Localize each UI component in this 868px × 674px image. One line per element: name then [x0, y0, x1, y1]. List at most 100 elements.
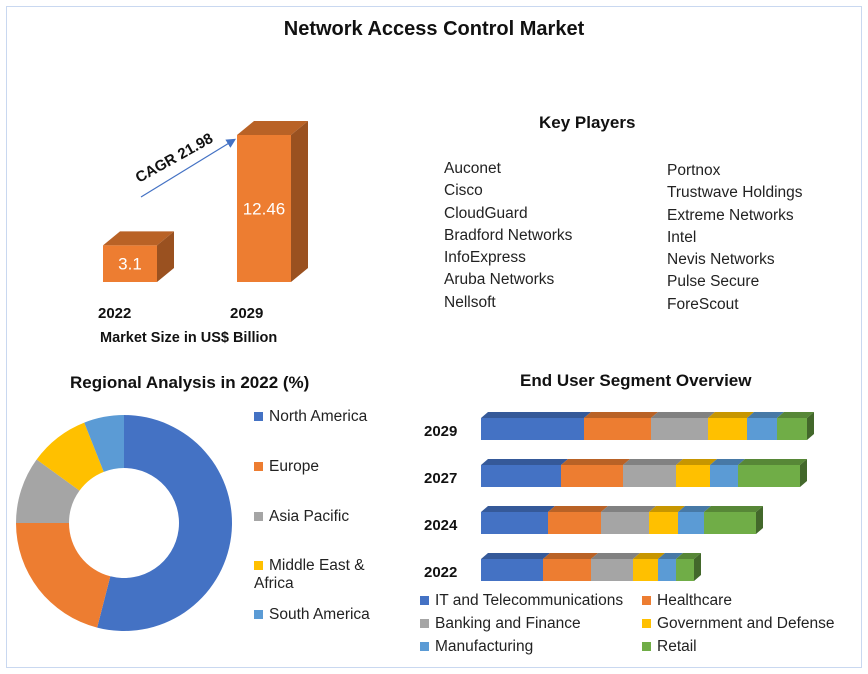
- segment-top: [708, 412, 754, 418]
- key-player-item: Nellsoft: [444, 293, 496, 311]
- legend-item: Middle East & Africa: [254, 557, 365, 593]
- segment-side: [694, 553, 701, 581]
- key-player-item: Nevis Networks: [667, 251, 775, 269]
- legend-swatch: [254, 512, 263, 521]
- segment-top: [678, 506, 711, 512]
- page-title: Network Access Control Market: [283, 18, 585, 40]
- legend-item: IT and Telecommunications: [420, 592, 623, 610]
- bar-category-2029: 2029: [230, 305, 264, 322]
- legend-swatch: [642, 619, 651, 628]
- bar-2029: [237, 135, 291, 282]
- legend-label: IT and Telecommunications: [435, 592, 624, 609]
- segment-2024-2: [601, 512, 649, 534]
- key-player-item: Cisco: [444, 182, 483, 200]
- legend-swatch: [254, 561, 263, 570]
- segment-2027-0: [481, 465, 561, 487]
- legend-item: Banking and Finance: [420, 615, 581, 633]
- legend-label: Government and Defense: [657, 615, 835, 632]
- bar-side: [157, 231, 174, 282]
- key-player-item: Bradford Networks: [444, 226, 573, 244]
- regional-title: Regional Analysis in 2022 (%): [70, 373, 310, 392]
- key-player-item: Intel: [667, 228, 697, 246]
- segment-top: [481, 506, 555, 512]
- segment-top: [704, 506, 763, 512]
- segment-2029-4: [747, 418, 777, 440]
- segment-top: [591, 553, 640, 559]
- key-players-col1: Auconet Cisco CloudGuard Bradford Networks I…: [444, 158, 572, 314]
- legend-swatch: [254, 462, 263, 471]
- segment-top: [747, 412, 784, 418]
- regional-donut-chart: [16, 415, 233, 631]
- segment-top: [561, 459, 630, 465]
- segment-top: [651, 412, 715, 418]
- stack-category-label: 2022: [424, 564, 457, 581]
- segment-2022-4: [658, 559, 676, 581]
- segment-2029-3: [708, 418, 747, 440]
- segment-top: [633, 553, 665, 559]
- bar-category-2022: 2022: [98, 305, 132, 322]
- segment-2024-5: [704, 512, 756, 534]
- donut-slice-europe: [16, 523, 111, 628]
- bar-data-label: 12.46: [243, 200, 286, 219]
- segment-2022-0: [481, 559, 543, 581]
- legend-label: Banking and Finance: [435, 615, 581, 632]
- segment-top: [710, 459, 745, 465]
- bar-top: [237, 121, 308, 135]
- segment-side: [800, 459, 807, 487]
- legend-swatch: [642, 642, 651, 651]
- legend-label: Africa: [254, 575, 294, 592]
- segment-2027-4: [710, 465, 738, 487]
- bar-data-label: 3.1: [118, 255, 142, 274]
- legend-swatch: [254, 610, 263, 619]
- segment-2027-3: [676, 465, 710, 487]
- segment-side: [756, 506, 763, 534]
- key-player-item: ForeScout: [667, 295, 739, 313]
- segment-top: [481, 412, 591, 418]
- segment-2024-0: [481, 512, 548, 534]
- legend-label: Europe: [269, 458, 319, 475]
- donut-slice-south-america: [84, 415, 124, 472]
- cagr-arrow: [140, 138, 237, 198]
- segment-top: [481, 459, 568, 465]
- infographic-frame: [6, 6, 862, 668]
- key-player-item: InfoExpress: [444, 249, 526, 267]
- key-player-item: Portnox: [667, 162, 721, 179]
- legend-label: Asia Pacific: [269, 508, 350, 525]
- legend-swatch: [420, 596, 429, 605]
- segment-top: [676, 553, 701, 559]
- legend-swatch: [420, 642, 429, 651]
- segment-top: [658, 553, 683, 559]
- key-player-item: Extreme Networks: [667, 206, 794, 224]
- segment-top: [649, 506, 685, 512]
- segment-2024-1: [548, 512, 601, 534]
- end-user-stacked-chart: 2029 2027 2024 2022: [424, 412, 814, 581]
- legend-item: North America: [254, 408, 367, 426]
- segment-side: [807, 412, 814, 440]
- legend-item: Manufacturing: [420, 638, 533, 656]
- segment-top: [738, 459, 807, 465]
- segment-top: [584, 412, 658, 418]
- segment-2029-1: [584, 418, 651, 440]
- legend-label: Retail: [657, 638, 697, 655]
- bar-side: [291, 121, 308, 282]
- key-player-item: Trustwave Holdings: [667, 184, 803, 202]
- segment-top: [623, 459, 683, 465]
- legend-item: Government and Defense: [642, 615, 835, 633]
- segment-top: [777, 412, 814, 418]
- key-player-item: Aruba Networks: [444, 271, 555, 289]
- donut-slice-north-america: [97, 415, 233, 631]
- segment-top: [676, 459, 717, 465]
- legend-item: Healthcare: [642, 592, 732, 610]
- key-player-item: Pulse Secure: [667, 273, 760, 291]
- segment-top: [481, 553, 550, 559]
- segment-2027-5: [738, 465, 800, 487]
- legend-label: Middle East &: [269, 557, 365, 574]
- segment-2024-3: [649, 512, 678, 534]
- stack-category-label: 2024: [424, 517, 458, 534]
- legend-label: North America: [269, 408, 368, 425]
- segment-2022-1: [543, 559, 591, 581]
- stack-category-label: 2027: [424, 470, 457, 487]
- stack-category-label: 2029: [424, 423, 457, 440]
